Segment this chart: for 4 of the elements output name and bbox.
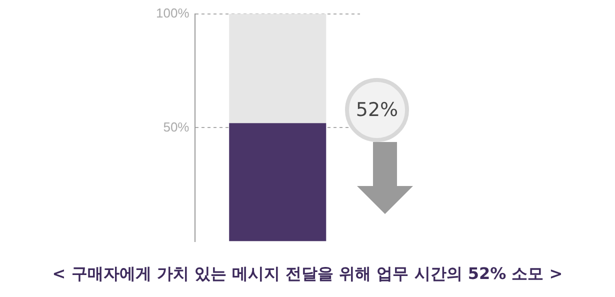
badge-circle: 52% <box>345 78 409 142</box>
y-tick-label: 50% <box>163 119 190 134</box>
text: < 구매자에게 가치 있는 메시지 전달을 위해 업무 시간의 52% 소모 > <box>51 264 564 285</box>
y-tick-label: 100% <box>156 5 190 20</box>
